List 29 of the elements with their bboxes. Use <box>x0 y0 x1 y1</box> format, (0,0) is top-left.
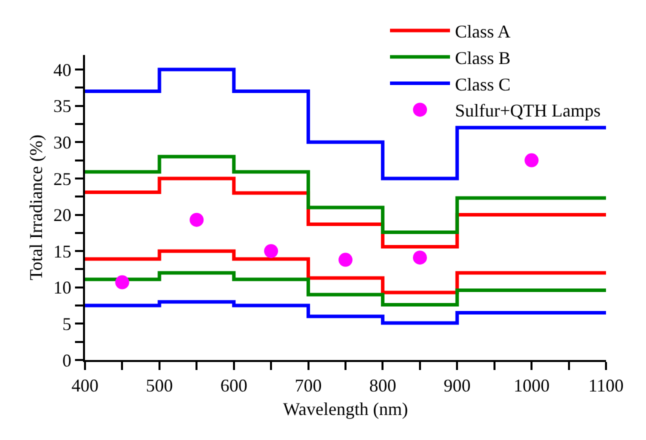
y-tick-label: 40 <box>53 60 72 80</box>
legend-label: Class B <box>455 48 511 68</box>
point <box>115 275 130 290</box>
legend-label: Class A <box>455 22 511 42</box>
x-tick-label: 1000 <box>514 376 550 396</box>
y-tick-label: 30 <box>53 132 72 152</box>
point <box>524 153 539 168</box>
y-tick-label: 25 <box>53 168 72 189</box>
x-tick-label: 1100 <box>588 376 624 396</box>
y-tick-label: 0 <box>62 350 72 370</box>
point <box>338 252 352 267</box>
y-tick-label: 15 <box>53 241 72 262</box>
point <box>264 244 278 258</box>
legend-label: Sulfur+QTH Lamps <box>455 100 601 121</box>
y-tick-label: 10 <box>53 278 72 298</box>
y-tick-label: 5 <box>62 314 72 334</box>
legend-label: Class C <box>455 74 511 94</box>
x-tick-label: 800 <box>369 376 396 396</box>
x-tick-label: 500 <box>146 376 173 396</box>
x-tick-label: 400 <box>72 376 98 396</box>
point <box>190 212 204 227</box>
x-tick-label: 900 <box>444 376 471 396</box>
y-tick-label: 20 <box>53 205 72 226</box>
point <box>412 250 427 265</box>
x-tick-label: 600 <box>220 376 248 396</box>
y-axis-title: Total Irradiance (%) <box>26 134 46 280</box>
y-tick-label: 35 <box>53 96 72 116</box>
x-axis-title: Wavelength (nm) <box>282 399 408 420</box>
x-tick-label: 700 <box>294 376 322 396</box>
